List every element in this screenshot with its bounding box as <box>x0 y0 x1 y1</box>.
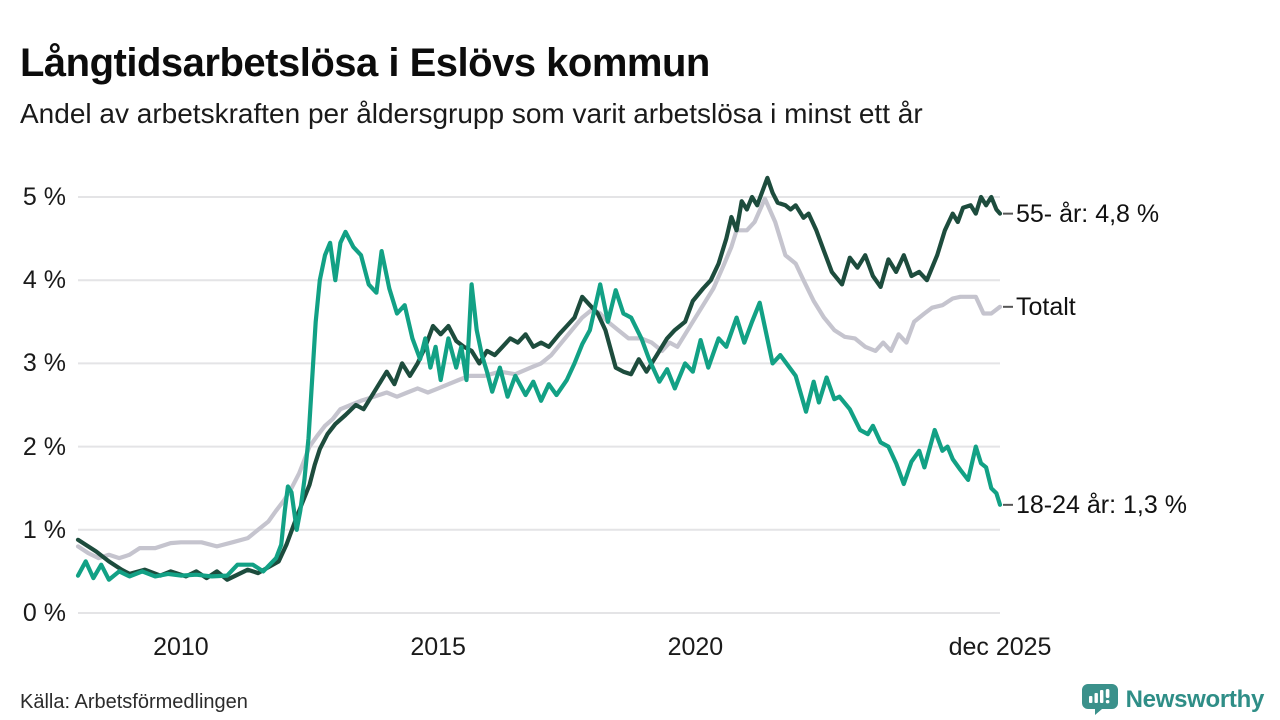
series-line-age18to24 <box>75 229 1003 582</box>
series-line-total <box>75 196 1003 561</box>
x-axis-label-2020: 2020 <box>667 633 724 661</box>
series-line-age55plus <box>75 175 1003 582</box>
x-axis-label-2010: 2010 <box>153 633 209 661</box>
series-end-label-total: Totalt <box>1016 292 1076 321</box>
y-axis-label-0pct: 0 % <box>22 599 66 627</box>
y-axis-label-1pct: 1 % <box>22 515 66 544</box>
y-axis-label-4pct: 4 % <box>22 266 66 295</box>
page-title: Långtidsarbetslösa i Eslövs kommun <box>20 40 710 85</box>
y-axis-label-5pct: 5 % <box>22 183 66 211</box>
chart-subtitle: Andel av arbetskraften per åldersgrupp s… <box>20 98 923 129</box>
newsworthy-wordmark: Newsworthy <box>1125 685 1265 713</box>
chart-speech-bubble-icon <box>1081 684 1118 715</box>
series-end-label-55plus: 55- år: 4,8 % <box>1016 199 1160 228</box>
y-axis-label-3pct: 3 % <box>22 349 66 378</box>
series-end-label-18-24: 18-24 år: 1,3 % <box>1016 490 1187 519</box>
x-axis-label-2015: 2015 <box>410 633 466 661</box>
newsworthy-logo-link[interactable]: Newsworthy <box>1081 684 1265 715</box>
x-axis-label-dec-2025: dec 2025 <box>948 633 1052 661</box>
y-axis-label-2pct: 2 % <box>22 432 66 461</box>
source-attribution: Källa: Arbetsförmedlingen <box>20 691 248 713</box>
